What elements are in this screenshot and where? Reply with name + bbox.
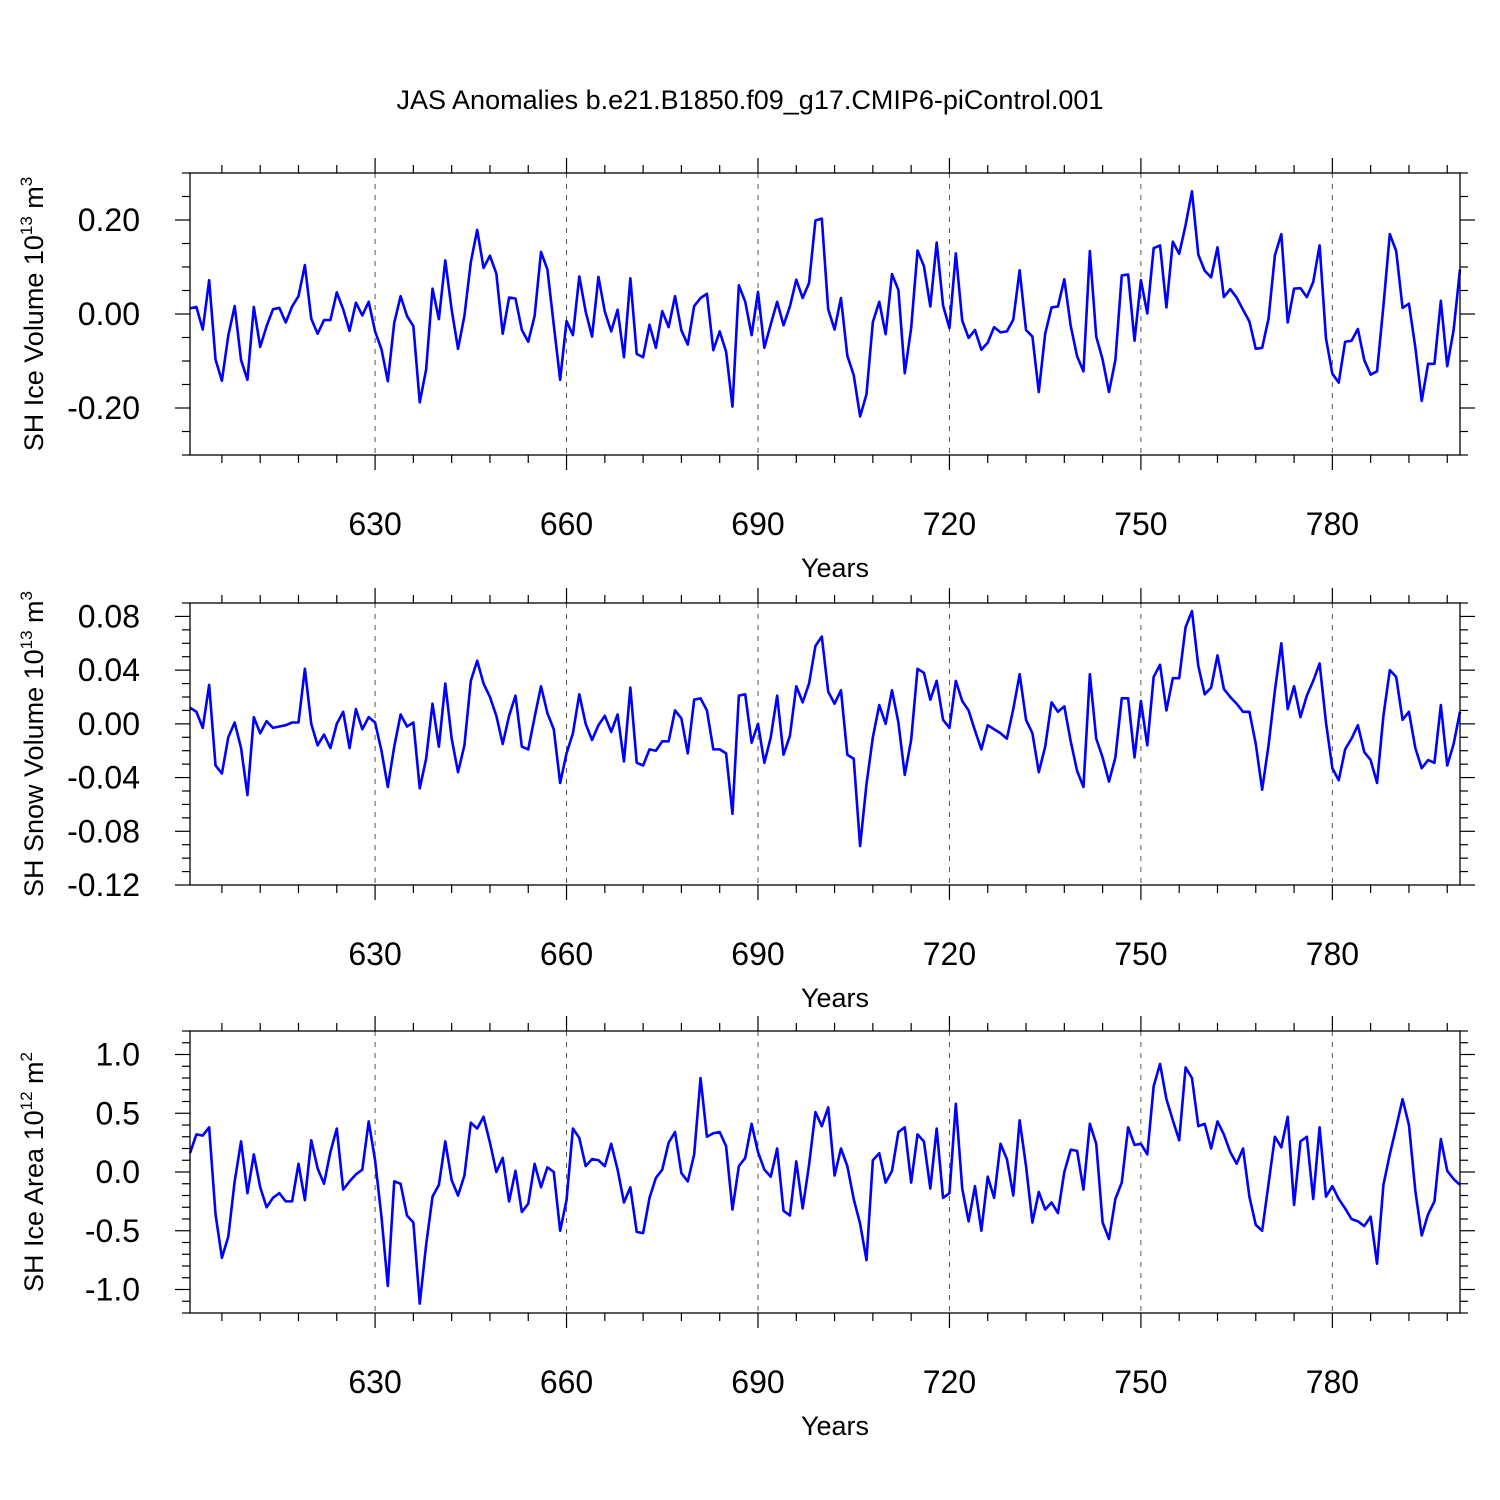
- y-axis-title: SH Ice Area 1012 m2: [17, 1052, 49, 1292]
- figure-title: JAS Anomalies b.e21.B1850.f09_g17.CMIP6-…: [396, 85, 1104, 115]
- y-tick-label: 0.08: [78, 598, 140, 634]
- series-line: [188, 1062, 1461, 1305]
- y-tick-label: -0.08: [67, 813, 140, 849]
- x-tick-label: 660: [540, 506, 593, 542]
- y-axis-title-text: SH Ice Volume 10: [19, 235, 49, 451]
- y-tick-label: -0.12: [67, 867, 140, 903]
- x-tick-label: 750: [1114, 506, 1167, 542]
- series-line: [189, 190, 1462, 418]
- y-axis-title-unit-exponent: 2: [17, 1052, 36, 1061]
- y-tick-label: 0.20: [78, 202, 140, 238]
- x-tick-label: 690: [731, 936, 784, 972]
- y-tick-label: -0.04: [67, 760, 140, 796]
- panel-1: 630 660 690 720 750 780 Years 0.20 0.00 -0.20 SH I…: [17, 158, 1475, 583]
- y-axis-title-unit: m: [19, 1061, 49, 1091]
- y-tick-label: 0.00: [78, 706, 140, 742]
- x-tick-label: 750: [1114, 1364, 1167, 1400]
- x-tick-label: 660: [540, 936, 593, 972]
- x-axis-title: Years: [801, 983, 869, 1013]
- y-axis-title-unit-exponent: 3: [17, 591, 36, 600]
- x-tick-label: 750: [1114, 936, 1167, 972]
- y-axis-title-text: SH Snow Volume 10: [19, 649, 49, 897]
- x-tick-label: 630: [348, 936, 401, 972]
- x-tick-label: 630: [348, 506, 401, 542]
- y-tick-label: -1.0: [85, 1272, 140, 1308]
- y-axis-title-exponent: 13: [17, 630, 36, 649]
- y-axis-title: SH Ice Volume 1013 m3: [17, 177, 49, 452]
- y-tick-label: -0.20: [67, 390, 140, 426]
- plot-frame: [189, 602, 1461, 886]
- panel-2: 630 660 690 720 750 780 Years 0.08 0.04 0.00 -0.04…: [17, 588, 1475, 1013]
- x-tick-label: 660: [540, 1364, 593, 1400]
- x-tick-label: 690: [731, 506, 784, 542]
- x-axis-title: Years: [801, 553, 869, 583]
- y-tick-label: 0.5: [96, 1095, 140, 1131]
- y-axis-title-exponent: 13: [17, 216, 36, 235]
- y-axis-title-unit: m: [19, 600, 49, 630]
- x-tick-label: 720: [923, 936, 976, 972]
- x-tick-label: 630: [348, 1364, 401, 1400]
- y-axis-title-exponent: 12: [17, 1091, 36, 1110]
- y-tick-label: 0.00: [78, 296, 140, 332]
- y-tick-label: 1.0: [96, 1037, 140, 1073]
- y-tick-label: 0.04: [78, 652, 140, 688]
- x-tick-label: 780: [1306, 506, 1359, 542]
- x-tick-label: 780: [1306, 936, 1359, 972]
- x-tick-label: 690: [731, 1364, 784, 1400]
- y-axis-title-text: SH Ice Area 10: [19, 1110, 49, 1292]
- y-axis-title-unit-exponent: 3: [17, 177, 36, 186]
- x-tick-label: 780: [1306, 1364, 1359, 1400]
- panel-3: 630 660 690 720 750 780 Years 1.0 0.5 0.0 -0.5 -1.0…: [17, 1016, 1475, 1441]
- series-line: [189, 609, 1462, 848]
- x-tick-label: 720: [923, 1364, 976, 1400]
- y-axis-title: SH Snow Volume 1013 m3: [17, 591, 49, 897]
- y-tick-label: 0.0: [96, 1154, 140, 1190]
- y-axis-title-unit: m: [19, 186, 49, 216]
- x-axis-title: Years: [801, 1411, 869, 1441]
- x-tick-label: 720: [923, 506, 976, 542]
- y-tick-label: -0.5: [85, 1213, 140, 1249]
